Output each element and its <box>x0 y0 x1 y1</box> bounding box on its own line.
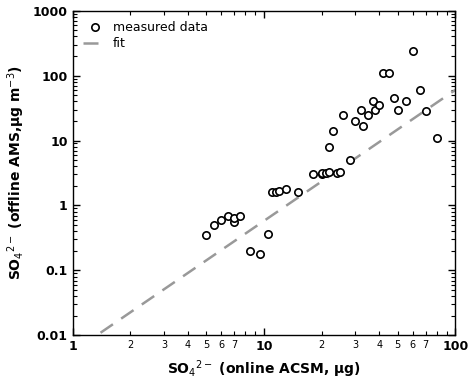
measured data <box>294 189 301 195</box>
measured data <box>272 189 279 195</box>
measured data <box>275 188 283 194</box>
measured data <box>256 251 264 257</box>
measured data <box>333 169 340 176</box>
measured data <box>318 171 325 178</box>
measured data <box>246 248 254 254</box>
measured data <box>391 95 398 101</box>
Y-axis label: SO$_4$$^{2-}$ (offline AMS,μg m$^{-3}$): SO$_4$$^{2-}$ (offline AMS,μg m$^{-3}$) <box>6 66 27 280</box>
measured data <box>365 112 372 118</box>
measured data <box>236 212 244 218</box>
measured data <box>346 157 353 163</box>
measured data <box>402 98 410 105</box>
measured data <box>433 135 440 141</box>
measured data <box>422 108 429 115</box>
measured data <box>337 169 344 175</box>
measured data <box>326 144 333 150</box>
measured data <box>230 219 238 225</box>
Legend: measured data, fit: measured data, fit <box>79 17 211 54</box>
measured data <box>379 70 387 76</box>
measured data <box>318 169 325 176</box>
measured data <box>282 186 290 192</box>
measured data <box>339 112 347 118</box>
measured data <box>264 230 272 237</box>
measured data <box>210 222 218 228</box>
measured data <box>369 98 376 105</box>
measured data <box>359 122 367 129</box>
measured data <box>268 189 276 195</box>
measured data <box>357 107 365 113</box>
measured data <box>309 171 317 178</box>
measured data <box>326 169 333 175</box>
measured data <box>409 48 417 54</box>
measured data <box>224 212 232 218</box>
measured data <box>329 128 337 134</box>
measured data <box>322 169 329 176</box>
measured data <box>218 217 225 223</box>
X-axis label: SO$_4$$^{2-}$ (online ACSM, μg): SO$_4$$^{2-}$ (online ACSM, μg) <box>167 359 361 381</box>
measured data <box>375 102 383 108</box>
measured data <box>394 107 401 113</box>
measured data <box>385 70 393 76</box>
measured data <box>416 87 423 93</box>
measured data <box>371 107 379 113</box>
measured data <box>351 118 359 124</box>
measured data <box>230 215 238 221</box>
measured data <box>202 232 210 238</box>
